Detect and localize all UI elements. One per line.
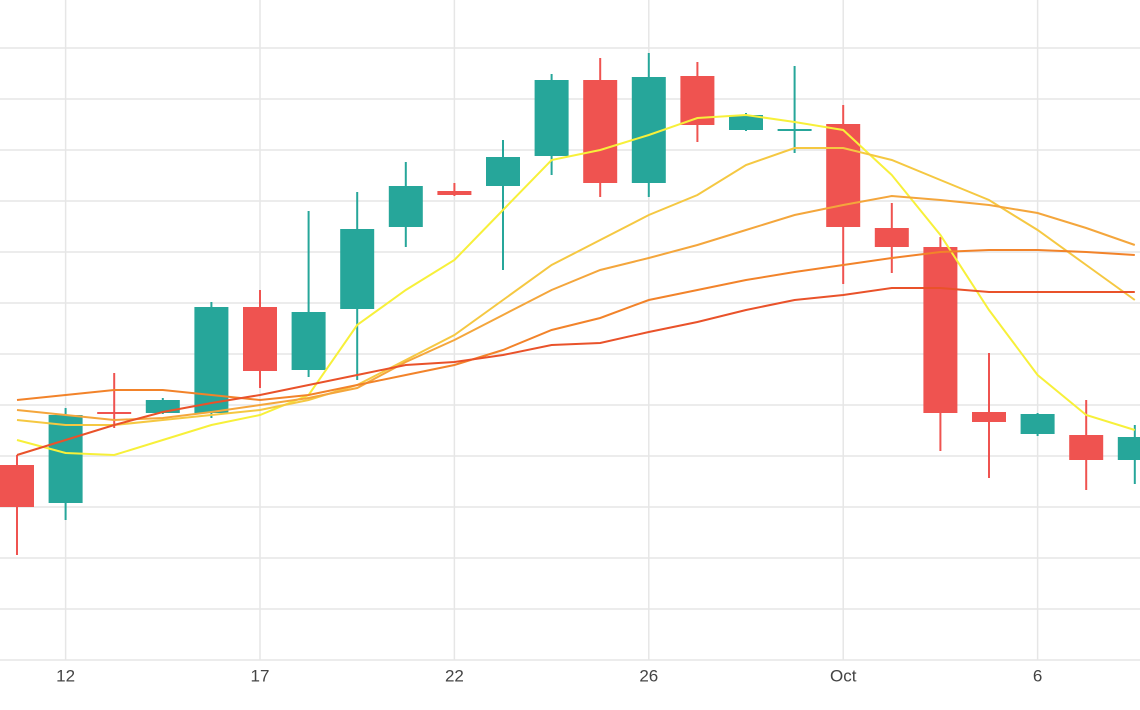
candle-body (826, 124, 861, 227)
moving-average-line (16, 249, 1135, 402)
x-tick-label: 17 (251, 666, 270, 685)
candle-body (437, 191, 472, 195)
candle-body (1117, 437, 1140, 460)
candle-body (97, 412, 132, 414)
candle-body (0, 465, 34, 507)
candle-body (729, 115, 763, 130)
candle-body (923, 247, 958, 413)
candle-body (534, 80, 569, 156)
candle-body (291, 312, 326, 370)
candle-body (48, 415, 83, 503)
candle-body (972, 412, 1006, 422)
candle-body (1069, 435, 1104, 460)
x-tick-label: 22 (445, 666, 464, 685)
moving-average-line (16, 147, 1136, 426)
x-tick-label: 12 (56, 666, 75, 685)
candle-body (1020, 414, 1055, 434)
candle-body (777, 129, 812, 131)
candle-body (388, 186, 423, 227)
candle-body (486, 157, 520, 186)
candle-body (583, 80, 618, 183)
x-tick-label: 26 (639, 666, 658, 685)
x-tick-label: 6 (1033, 666, 1042, 685)
moving-average-line (16, 113, 1136, 457)
candle-body (874, 228, 909, 247)
candle-body (340, 229, 375, 309)
candle-body (243, 307, 277, 371)
moving-average-line (16, 287, 1135, 456)
x-tick-label: Oct (830, 666, 857, 685)
moving-average-line (16, 194, 1136, 422)
